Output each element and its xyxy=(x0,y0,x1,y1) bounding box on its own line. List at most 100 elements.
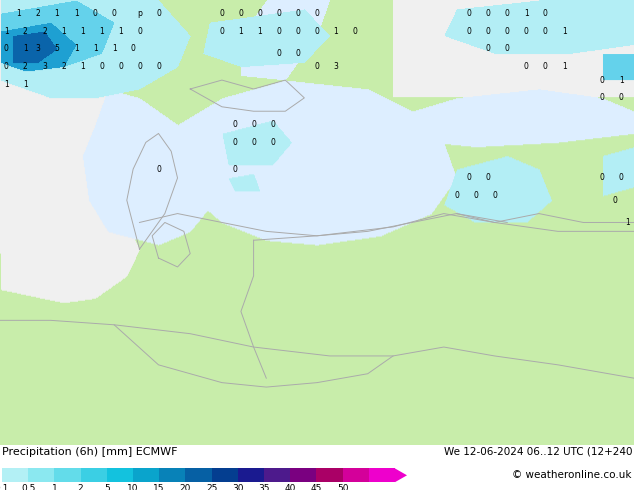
Text: 0: 0 xyxy=(295,9,301,18)
Text: 0: 0 xyxy=(232,138,237,147)
Text: 2: 2 xyxy=(42,26,47,36)
Text: 1: 1 xyxy=(625,218,630,227)
Text: 0: 0 xyxy=(295,49,301,58)
Text: 0: 0 xyxy=(257,9,262,18)
Text: 0: 0 xyxy=(454,191,459,200)
Text: 0: 0 xyxy=(619,173,624,182)
Text: 40: 40 xyxy=(285,484,296,490)
Bar xyxy=(342,468,369,482)
Text: 0: 0 xyxy=(600,75,605,85)
Text: 1: 1 xyxy=(4,26,9,36)
Text: 20: 20 xyxy=(179,484,191,490)
Text: 1: 1 xyxy=(23,80,28,89)
Text: 0: 0 xyxy=(505,45,510,53)
Text: © weatheronline.co.uk: © weatheronline.co.uk xyxy=(512,470,632,480)
Text: 0: 0 xyxy=(4,62,9,71)
Text: 2: 2 xyxy=(78,484,84,490)
Text: 0: 0 xyxy=(118,62,123,71)
Text: 30: 30 xyxy=(232,484,243,490)
Text: 0: 0 xyxy=(112,9,117,18)
Text: 0.1: 0.1 xyxy=(0,484,9,490)
Text: 0: 0 xyxy=(93,9,98,18)
Text: 1: 1 xyxy=(238,26,243,36)
Text: 1: 1 xyxy=(524,9,529,18)
Bar xyxy=(81,468,107,482)
Text: 10: 10 xyxy=(127,484,139,490)
Text: 0: 0 xyxy=(131,45,136,53)
Text: 0: 0 xyxy=(232,165,237,173)
Text: 0: 0 xyxy=(619,94,624,102)
Text: 0: 0 xyxy=(270,138,275,147)
Text: 1: 1 xyxy=(80,26,85,36)
Text: 0: 0 xyxy=(486,9,491,18)
Text: 0: 0 xyxy=(156,9,161,18)
Text: 0.5: 0.5 xyxy=(21,484,36,490)
Text: 0: 0 xyxy=(467,26,472,36)
Text: 0: 0 xyxy=(219,26,224,36)
Bar xyxy=(238,468,264,482)
Text: 0: 0 xyxy=(486,45,491,53)
Text: 2: 2 xyxy=(36,9,41,18)
Text: 0: 0 xyxy=(505,9,510,18)
Text: 0: 0 xyxy=(156,165,161,173)
Text: 0: 0 xyxy=(600,94,605,102)
Text: 0: 0 xyxy=(600,173,605,182)
Text: 0: 0 xyxy=(276,26,281,36)
Text: 0: 0 xyxy=(156,62,161,71)
Text: 0: 0 xyxy=(486,173,491,182)
Text: 1: 1 xyxy=(16,9,22,18)
Polygon shape xyxy=(395,468,407,482)
Text: 2: 2 xyxy=(61,62,66,71)
Text: 0: 0 xyxy=(137,26,142,36)
Text: Precipitation (6h) [mm] ECMWF: Precipitation (6h) [mm] ECMWF xyxy=(2,447,178,457)
Text: 0: 0 xyxy=(270,120,275,129)
Text: 0: 0 xyxy=(505,26,510,36)
Text: 0: 0 xyxy=(612,196,618,205)
Text: We 12-06-2024 06..12 UTC (12+240: We 12-06-2024 06..12 UTC (12+240 xyxy=(444,447,632,457)
Text: 1: 1 xyxy=(619,75,624,85)
Bar xyxy=(316,468,342,482)
Bar xyxy=(290,468,316,482)
Bar xyxy=(55,468,81,482)
Bar xyxy=(212,468,238,482)
Text: 1: 1 xyxy=(55,9,60,18)
Bar xyxy=(264,468,290,482)
Text: 0: 0 xyxy=(276,49,281,58)
Text: 0: 0 xyxy=(276,9,281,18)
Text: 0: 0 xyxy=(467,9,472,18)
Bar xyxy=(369,468,395,482)
Text: 0: 0 xyxy=(295,26,301,36)
Text: 1: 1 xyxy=(118,26,123,36)
Text: 3: 3 xyxy=(42,62,47,71)
Text: 5: 5 xyxy=(104,484,110,490)
Text: 0: 0 xyxy=(543,26,548,36)
Text: p: p xyxy=(137,9,142,18)
Text: 1: 1 xyxy=(99,26,104,36)
Text: 0: 0 xyxy=(4,45,9,53)
Text: 2: 2 xyxy=(23,26,28,36)
Text: 0: 0 xyxy=(492,191,497,200)
Text: 0: 0 xyxy=(353,26,358,36)
Text: 3: 3 xyxy=(36,45,41,53)
Text: 1: 1 xyxy=(80,62,85,71)
Text: 50: 50 xyxy=(337,484,348,490)
Bar xyxy=(28,468,55,482)
Text: 0: 0 xyxy=(486,26,491,36)
Text: 1: 1 xyxy=(74,45,79,53)
Text: 1: 1 xyxy=(93,45,98,53)
Text: 0: 0 xyxy=(137,62,142,71)
Text: 0: 0 xyxy=(314,62,320,71)
Text: 0: 0 xyxy=(251,138,256,147)
Text: 0: 0 xyxy=(238,9,243,18)
Text: 1: 1 xyxy=(4,80,9,89)
Text: 3: 3 xyxy=(333,62,339,71)
Bar xyxy=(185,468,212,482)
Text: 1: 1 xyxy=(333,26,339,36)
Text: 25: 25 xyxy=(206,484,217,490)
Bar xyxy=(133,468,159,482)
Text: 0: 0 xyxy=(524,62,529,71)
Text: 0: 0 xyxy=(473,191,478,200)
Bar xyxy=(2,468,28,482)
Text: 0: 0 xyxy=(467,173,472,182)
Text: 45: 45 xyxy=(311,484,322,490)
